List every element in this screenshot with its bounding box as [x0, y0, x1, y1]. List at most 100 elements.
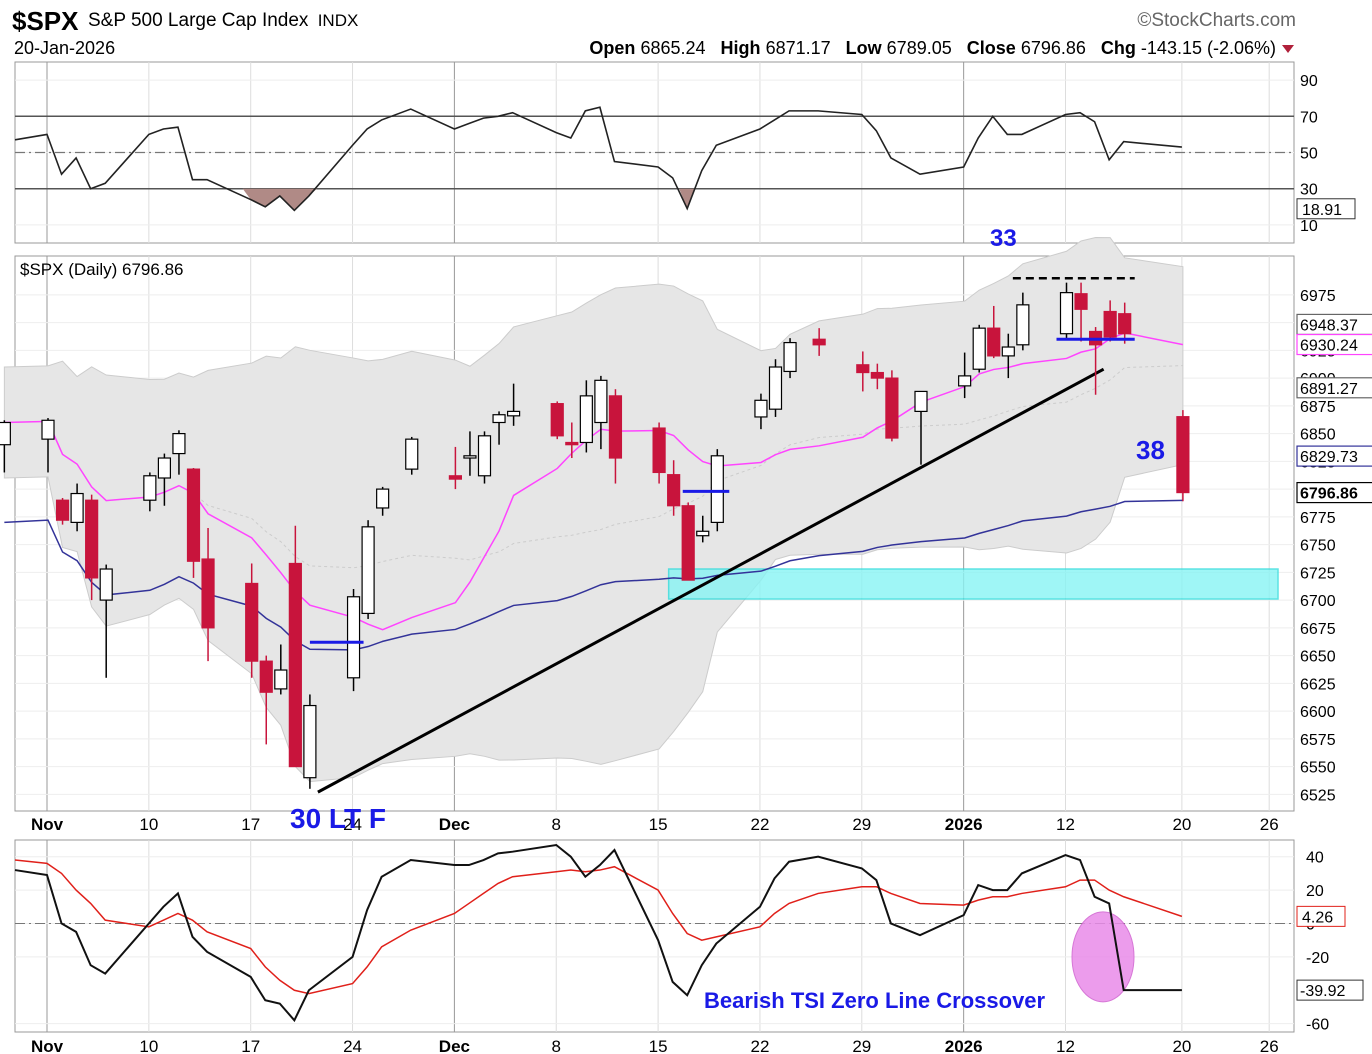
candle-body — [0, 421, 11, 446]
x-tick-label: Nov — [31, 1037, 64, 1054]
candle-body — [667, 474, 681, 507]
rsi-tick-label: 10 — [1300, 218, 1318, 235]
price-tick-label: 6675 — [1300, 621, 1336, 638]
tsi-tick-label: 40 — [1306, 850, 1324, 867]
price-overlay-value-box — [1296, 445, 1372, 467]
candle-body — [157, 457, 171, 479]
price-overlay-value-box — [1296, 377, 1372, 399]
x-tick-label: 2026 — [945, 815, 983, 834]
candle-body — [303, 704, 317, 779]
x-tick-label: Nov — [31, 815, 64, 834]
tsi-tick-label: -60 — [1306, 1017, 1329, 1034]
rsi-last-value: 18.91 — [1302, 202, 1342, 219]
x-tick-label: 20 — [1172, 815, 1191, 834]
x-tick-label: 12 — [1056, 815, 1075, 834]
price-tick-label: 6600 — [1300, 704, 1336, 721]
price-tick-label: 6575 — [1300, 732, 1336, 749]
candle-body — [768, 366, 783, 410]
candle-body — [376, 488, 390, 509]
price-tick-label: 6550 — [1300, 760, 1336, 777]
tsi-line — [14, 843, 1182, 1023]
x-tick-label: 8 — [552, 815, 561, 834]
annotation-33: 33 — [990, 225, 1017, 252]
candle-body — [361, 526, 375, 615]
tsi-tick-label: 20 — [1306, 883, 1324, 900]
x-tick-label: Dec — [439, 1037, 470, 1054]
rsi-tick-label: 70 — [1300, 109, 1318, 126]
candle-body — [812, 338, 826, 346]
support-zone — [667, 568, 1279, 600]
candle-body — [448, 475, 462, 480]
candle-body — [594, 379, 608, 424]
candle-body — [958, 375, 972, 387]
candle-body — [41, 419, 55, 440]
annotation-30-lt-f: 30 LT F — [290, 803, 386, 834]
x-tick-label: 10 — [139, 815, 158, 834]
x-tick-label: 20 — [1172, 1037, 1191, 1054]
tsi-value-box — [1296, 979, 1364, 1001]
price-overlay-value: 6948.37 — [1300, 317, 1358, 334]
candle-body — [565, 441, 579, 446]
candle-body — [696, 530, 710, 537]
tsi-annotation: Bearish TSI Zero Line Crossover — [704, 988, 1046, 1013]
candle-body — [99, 568, 113, 601]
symbol-title: $SPX — [12, 6, 79, 36]
candle-body — [1059, 292, 1074, 335]
candle-body — [885, 377, 899, 439]
price-overlay-value-box — [1296, 333, 1372, 356]
candle-body — [1001, 346, 1015, 357]
candle-body — [55, 499, 70, 521]
price-tick-label: 6650 — [1300, 649, 1336, 666]
x-tick-label: 29 — [852, 815, 871, 834]
candle-body — [172, 433, 186, 455]
moving-average-long — [4, 499, 1183, 651]
candle-body — [492, 414, 506, 424]
candle-body — [463, 455, 477, 459]
candle-body — [579, 395, 593, 444]
source-label[interactable]: ©StockCharts.com — [1137, 10, 1296, 31]
price-tick-label: 6700 — [1300, 593, 1336, 610]
rsi-line — [14, 106, 1182, 212]
candle-body — [652, 427, 666, 474]
trendline — [317, 367, 1105, 794]
price-tick-label: 6775 — [1300, 510, 1336, 527]
candle-body — [856, 364, 870, 374]
price-tick-label: 6975 — [1300, 288, 1336, 305]
candle-body — [710, 455, 724, 523]
candle-body — [274, 669, 288, 690]
tsi-signal-value-box — [1296, 905, 1346, 927]
tsi-signal-line — [14, 859, 1183, 995]
x-tick-label: 8 — [552, 1037, 561, 1054]
ohlc-readout: Open 6865.24 High 6871.17 Low 6789.05 Cl… — [579, 38, 1294, 59]
candle-body — [143, 475, 157, 501]
x-tick-label: 17 — [241, 815, 260, 834]
x-tick-label: 26 — [1260, 1037, 1279, 1054]
candle-body — [259, 660, 273, 693]
candle-body — [870, 371, 884, 379]
price-tick-label: 6625 — [1300, 676, 1336, 693]
x-tick-label: 24 — [343, 1037, 362, 1054]
candle-body — [783, 341, 797, 373]
candle-body — [681, 505, 695, 581]
candle-body — [754, 399, 768, 418]
price-overlay-value: 6796.86 — [1300, 486, 1358, 503]
candle-body — [201, 558, 215, 629]
candle-body — [507, 410, 521, 417]
rsi-tick-label: 50 — [1300, 146, 1318, 163]
price-overlay-value: 6829.73 — [1300, 449, 1358, 466]
candle-body — [1074, 293, 1088, 310]
candle-body — [972, 327, 986, 370]
price-tick-label: 6525 — [1300, 787, 1336, 804]
x-tick-label: 2026 — [945, 1037, 983, 1054]
candle-body — [245, 582, 259, 662]
candle-body — [1016, 304, 1030, 346]
x-tick-label: 10 — [139, 1037, 158, 1054]
tsi-value: -39.92 — [1300, 983, 1345, 1000]
tsi-signal-value: 4.26 — [1302, 909, 1333, 926]
x-tick-label: 29 — [852, 1037, 871, 1054]
x-tick-label: 22 — [750, 1037, 769, 1054]
x-tick-label: Dec — [439, 815, 470, 834]
candle-body — [477, 435, 492, 477]
x-tick-label: 22 — [750, 815, 769, 834]
